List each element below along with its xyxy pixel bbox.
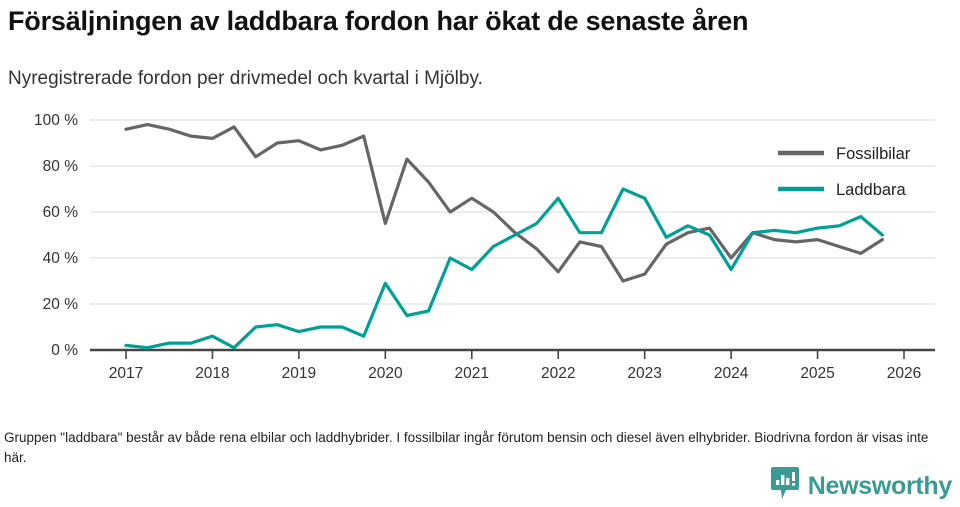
x-axis-tick-label: 2021 bbox=[455, 365, 489, 382]
x-axis-tick-label: 2020 bbox=[368, 365, 403, 382]
y-axis-tick-label: 40 % bbox=[43, 250, 79, 267]
x-axis-tick-label: 2023 bbox=[627, 365, 661, 382]
y-axis-tick-label: 100 % bbox=[34, 112, 78, 129]
chart-gridlines bbox=[90, 119, 935, 352]
chart-legend: Fossilbilar Laddbara bbox=[778, 145, 911, 199]
page-subtitle: Nyregistrerade fordon per drivmedel och … bbox=[8, 68, 483, 89]
x-axis-tick-label: 2024 bbox=[714, 365, 749, 382]
newsworthy-logo[interactable]: Newsworthy bbox=[770, 466, 952, 507]
x-axis-ticks bbox=[125, 350, 905, 359]
x-axis-tick-label: 2022 bbox=[541, 365, 575, 382]
y-axis-tick-labels: 0 % 20 % 40 % 60 % 80 % 100 % bbox=[34, 112, 78, 359]
chart-footnote: Gruppen "laddbara" består av både rena e… bbox=[4, 430, 929, 465]
x-axis-tick-label: 2017 bbox=[109, 365, 143, 382]
x-axis-tick-labels: 2017 2018 2019 2020 2021 2022 2023 2024 2025 2026 bbox=[109, 365, 921, 382]
x-axis-tick-label: 2026 bbox=[887, 365, 921, 382]
series-line-laddbara bbox=[124, 187, 884, 350]
y-axis-tick-label: 60 % bbox=[43, 204, 79, 221]
y-axis-tick-label: 80 % bbox=[43, 158, 79, 175]
chart-series-lines bbox=[124, 123, 884, 350]
x-axis-tick-label: 2025 bbox=[800, 365, 834, 382]
x-axis-tick-label: 2019 bbox=[282, 365, 316, 382]
legend-label: Fossilbilar bbox=[836, 145, 911, 163]
legend-label: Laddbara bbox=[836, 181, 907, 199]
newsworthy-logo-text: Newsworthy bbox=[807, 472, 953, 500]
y-axis-tick-label: 20 % bbox=[43, 296, 79, 313]
page-title: Försäljningen av laddbara fordon har öka… bbox=[8, 6, 749, 36]
line-chart: 0 % 20 % 40 % 60 % 80 % 100 % 2017 2018 2019 202… bbox=[0, 105, 960, 395]
chart-svg: 0 % 20 % 40 % 60 % 80 % 100 % 2017 2018 2019 202… bbox=[34, 112, 935, 382]
y-axis-tick-label: 0 % bbox=[51, 342, 78, 359]
x-axis-tick-label: 2018 bbox=[195, 365, 229, 382]
newsworthy-pin-icon bbox=[770, 466, 800, 507]
